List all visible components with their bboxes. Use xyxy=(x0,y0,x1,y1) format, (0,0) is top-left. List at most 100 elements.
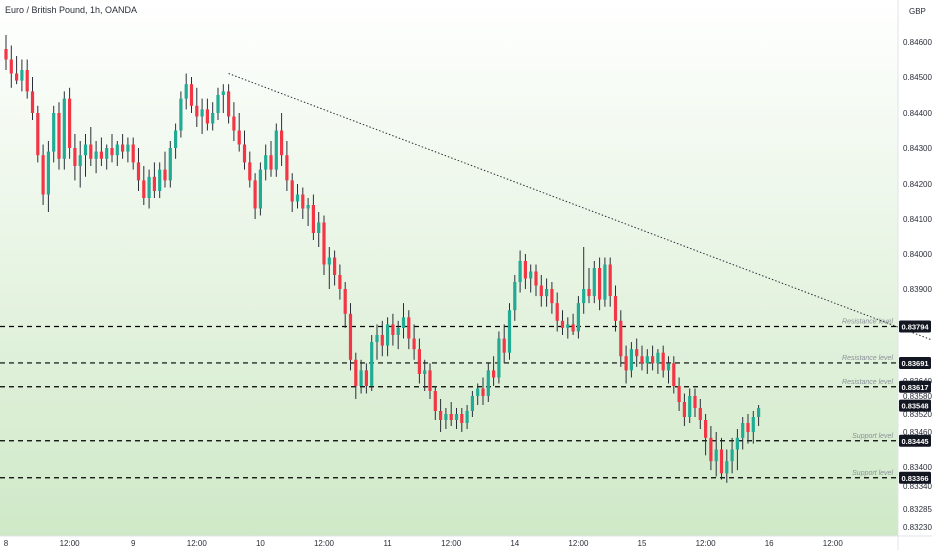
candle-body xyxy=(285,155,289,181)
candle-body xyxy=(20,70,24,81)
candle-body xyxy=(460,414,464,423)
level-label: Resistance level xyxy=(842,319,893,326)
candle-body xyxy=(195,105,199,117)
candle-body xyxy=(417,349,421,374)
candle-body xyxy=(105,148,109,159)
candles-layer xyxy=(4,35,761,483)
candle-body xyxy=(629,349,633,371)
candle-body xyxy=(592,268,596,297)
time-tick-label: 10 xyxy=(256,539,265,548)
price-tick-label: 0.83460 xyxy=(903,428,932,437)
candle-body xyxy=(290,180,294,202)
price-tick-label: 0.84300 xyxy=(903,144,932,153)
time-tick-label: 12:00 xyxy=(696,539,717,548)
time-axis-background xyxy=(0,536,898,550)
candle-body xyxy=(513,282,517,311)
level-label: Support level xyxy=(852,470,893,477)
candle-body xyxy=(364,370,368,386)
candle-body xyxy=(492,370,496,378)
candle-body xyxy=(57,113,61,159)
candle-body xyxy=(264,155,268,170)
candle-body xyxy=(423,370,427,374)
candle-body xyxy=(719,449,724,474)
candle-body xyxy=(582,289,586,304)
currency-label: GBP xyxy=(909,7,926,16)
time-tick-label: 12:00 xyxy=(187,539,208,548)
candle-body xyxy=(184,84,188,99)
candle-body xyxy=(41,155,45,195)
candle-body xyxy=(306,205,310,209)
candle-body xyxy=(317,222,321,233)
time-tick-label: 14 xyxy=(510,539,519,548)
candle-body xyxy=(46,151,50,195)
candle-body xyxy=(725,461,729,474)
candle-body xyxy=(343,289,347,314)
candle-body xyxy=(523,261,527,279)
candle-body xyxy=(640,356,644,364)
price-tick-label: 0.84000 xyxy=(903,250,932,259)
candle-body xyxy=(348,313,353,360)
candle-body xyxy=(370,342,374,386)
candle-body xyxy=(555,303,559,321)
candle-body xyxy=(730,449,734,462)
candle-body xyxy=(227,91,231,117)
candle-body xyxy=(322,222,326,265)
price-tag xyxy=(899,434,931,447)
candle-body xyxy=(179,98,183,131)
candle-body xyxy=(433,391,437,411)
time-tick-label: 9 xyxy=(131,539,136,548)
time-tick-label: 16 xyxy=(765,539,774,548)
candle-body xyxy=(709,437,713,462)
price-tick-label: 0.84400 xyxy=(903,109,932,118)
candle-body xyxy=(751,417,755,432)
candle-body xyxy=(576,303,580,332)
candle-body xyxy=(158,169,162,191)
candle-body xyxy=(68,98,72,148)
candle-body xyxy=(651,356,655,364)
candle-body xyxy=(359,370,363,386)
candle-body xyxy=(136,162,141,181)
candle-body xyxy=(476,388,480,396)
price-tick-label: 0.84600 xyxy=(903,38,932,47)
candle-body xyxy=(545,289,549,297)
candle-body xyxy=(624,356,628,371)
candle-body xyxy=(746,423,750,432)
plot-background xyxy=(0,0,898,536)
candle-body xyxy=(115,144,119,156)
price-tag xyxy=(899,320,931,333)
price-tag-label: 0.83691 xyxy=(901,359,928,368)
candle-body xyxy=(507,310,512,353)
candle-body xyxy=(613,296,618,321)
candle-body xyxy=(174,130,178,148)
candle-body xyxy=(121,144,125,152)
candle-body xyxy=(94,151,98,159)
candle-body xyxy=(757,408,761,417)
candle-body xyxy=(560,320,565,328)
candle-body xyxy=(83,144,88,156)
candle-body xyxy=(661,352,665,371)
candle-body xyxy=(216,95,220,113)
candle-body xyxy=(735,437,739,450)
candle-body xyxy=(704,420,708,438)
price-tag xyxy=(899,399,931,412)
candle-body xyxy=(36,113,40,156)
candle-body xyxy=(539,285,543,297)
candle-body xyxy=(126,144,130,152)
price-axis: 0.84600 0.84500 0.84400 0.84300 0.84200 0.841… xyxy=(903,38,932,532)
candle-body xyxy=(30,91,35,113)
price-tag-label: 0.83445 xyxy=(901,437,928,446)
candle-body xyxy=(635,349,639,357)
time-tick-label: 12:00 xyxy=(60,539,81,548)
candle-body xyxy=(99,151,103,159)
candle-body xyxy=(142,180,146,198)
candle-body xyxy=(131,144,135,163)
candle-body xyxy=(714,449,718,462)
candle-body xyxy=(656,352,660,364)
candle-body xyxy=(603,264,607,300)
candle-body xyxy=(608,264,612,297)
candle-body xyxy=(168,148,172,181)
candle-body xyxy=(465,411,469,423)
candle-body xyxy=(619,320,623,357)
candle-body xyxy=(9,59,13,74)
